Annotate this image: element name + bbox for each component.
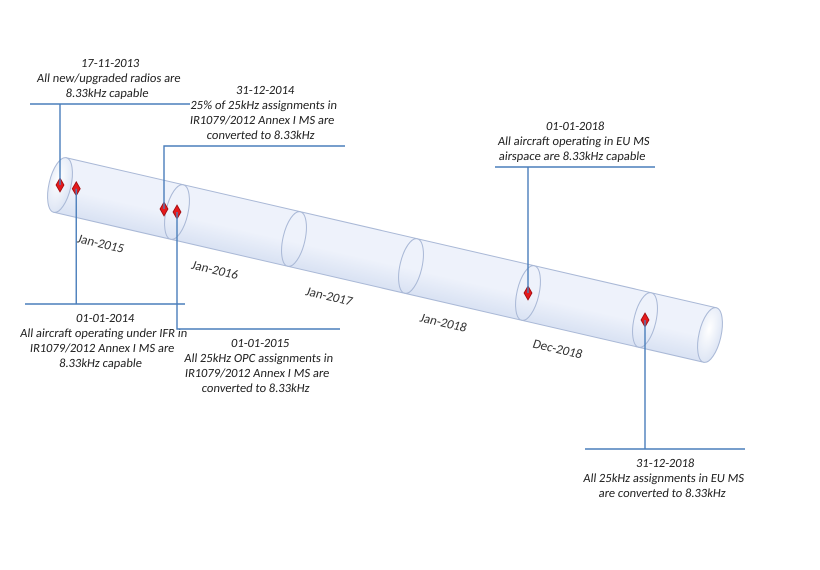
tick-label: Jan-2018 <box>418 311 470 336</box>
callout-text: 01-01-2014All aircraft operating under I… <box>16 311 189 371</box>
callout-text: 01-01-2015All 25kHz OPC assignments inIR… <box>180 336 335 396</box>
callout-text: 17-11-2013All new/upgraded radios are8.3… <box>35 56 183 101</box>
tick-label: Jan-2017 <box>303 284 355 309</box>
callout-text: 31-12-201425% of 25kHz assignments inIR1… <box>187 83 340 143</box>
callout-text: 31-12-2018All 25kHz assignments in EU MS… <box>581 456 747 501</box>
timeline-diagram: Jan-2015 Jan-2016 Jan-2017 Jan-2018 Dec-2018… <box>0 0 820 570</box>
tick-label: Dec-2018 <box>531 337 585 363</box>
callout-text: 01-01-2018All aircraft operating in EU M… <box>496 119 653 164</box>
tick-label: Jan-2015 <box>75 232 126 257</box>
tick-label: Jan-2016 <box>189 258 241 283</box>
